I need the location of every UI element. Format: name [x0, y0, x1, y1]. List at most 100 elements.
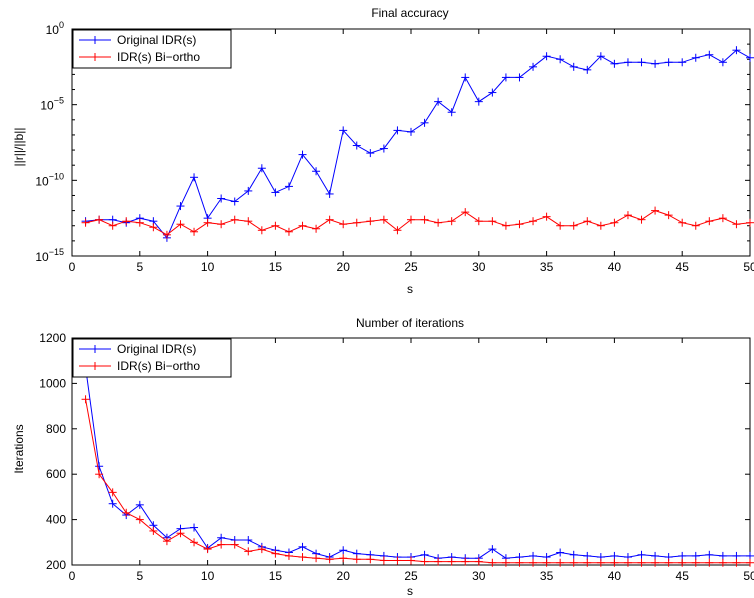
data-point	[284, 227, 293, 236]
x-tick-label: 50	[743, 569, 754, 583]
data-point	[664, 558, 673, 567]
data-point	[420, 550, 429, 559]
x-tick-label: 35	[540, 260, 554, 274]
data-point	[515, 73, 524, 82]
data-point	[122, 217, 131, 226]
x-tick-label: 45	[676, 569, 690, 583]
data-point	[244, 217, 253, 226]
data-point	[583, 558, 592, 567]
data-point	[325, 555, 334, 564]
data-point	[149, 526, 158, 535]
legend: Original IDR(s) IDR(s) Bi−ortho	[72, 29, 232, 69]
legend-label: Original IDR(s)	[117, 342, 196, 356]
data-point	[271, 188, 280, 197]
data-point	[732, 220, 741, 229]
x-tick-label: 30	[472, 569, 486, 583]
data-point	[217, 220, 226, 229]
data-point	[678, 558, 687, 567]
data-point	[217, 540, 226, 549]
data-point	[108, 488, 117, 497]
data-point	[651, 206, 660, 215]
x-tick-label: 35	[540, 569, 554, 583]
series-line-0	[85, 367, 750, 559]
data-point	[217, 533, 226, 542]
data-point	[434, 218, 443, 227]
data-point	[284, 182, 293, 191]
data-point	[244, 547, 253, 556]
data-point	[366, 149, 375, 158]
y-tick-label: 10−10	[35, 171, 64, 188]
data-point	[569, 221, 578, 230]
data-point	[651, 551, 660, 560]
data-point	[732, 558, 741, 567]
data-point	[746, 218, 754, 227]
data-point	[393, 126, 402, 135]
data-point	[393, 556, 402, 565]
data-point	[81, 395, 90, 404]
data-point	[203, 218, 212, 227]
legend-box	[72, 338, 232, 378]
data-point	[556, 558, 565, 567]
data-point	[651, 558, 660, 567]
data-point	[271, 549, 280, 558]
y-axis-label: Iterations	[12, 424, 26, 473]
data-point	[678, 58, 687, 67]
x-tick-label: 20	[337, 569, 351, 583]
data-point	[420, 118, 429, 127]
data-point	[596, 52, 605, 61]
data-point	[718, 551, 727, 560]
data-point	[162, 230, 171, 239]
data-point	[95, 470, 104, 479]
data-point	[461, 557, 470, 566]
data-point	[447, 108, 456, 117]
data-point	[447, 557, 456, 566]
data-point	[637, 58, 646, 67]
data-point	[637, 550, 646, 559]
data-point	[420, 215, 429, 224]
data-point	[434, 97, 443, 106]
data-point	[461, 208, 470, 217]
data-point	[312, 554, 321, 563]
data-point	[244, 536, 253, 545]
data-point	[501, 73, 510, 82]
x-tick-label: 25	[404, 260, 418, 274]
data-point	[230, 215, 239, 224]
data-point	[108, 221, 117, 230]
data-point	[488, 545, 497, 554]
data-point	[596, 221, 605, 230]
data-point	[569, 550, 578, 559]
chart-final-accuracy: Final accuracy ||r||/||b|| s 0 5 10 15 20 25 3…	[12, 6, 754, 296]
data-point	[705, 550, 714, 559]
legend-box	[72, 29, 232, 69]
x-tick-label: 20	[337, 260, 351, 274]
legend-label: Original IDR(s)	[117, 33, 196, 47]
data-point	[488, 558, 497, 567]
data-point	[569, 62, 578, 71]
data-point	[379, 215, 388, 224]
data-point	[257, 545, 266, 554]
y-tick-exponent: −5	[54, 96, 64, 106]
data-point	[691, 558, 700, 567]
data-point	[339, 554, 348, 563]
data-point	[366, 555, 375, 564]
data-point	[352, 218, 361, 227]
data-point	[501, 558, 510, 567]
data-point	[284, 551, 293, 560]
data-point	[610, 59, 619, 68]
data-point	[556, 548, 565, 557]
x-tick-label: 45	[676, 260, 690, 274]
y-tick-label: 400	[46, 513, 66, 527]
data-point	[203, 545, 212, 554]
data-point	[339, 220, 348, 229]
data-point	[461, 73, 470, 82]
data-point	[637, 215, 646, 224]
data-point	[678, 551, 687, 560]
y-tick-label: 10−15	[35, 247, 64, 264]
data-point	[81, 218, 90, 227]
y-axis-label: ||r||/||b||	[12, 128, 26, 167]
data-point	[135, 218, 144, 227]
data-point	[569, 558, 578, 567]
y-tick-exponent: −15	[49, 247, 64, 257]
